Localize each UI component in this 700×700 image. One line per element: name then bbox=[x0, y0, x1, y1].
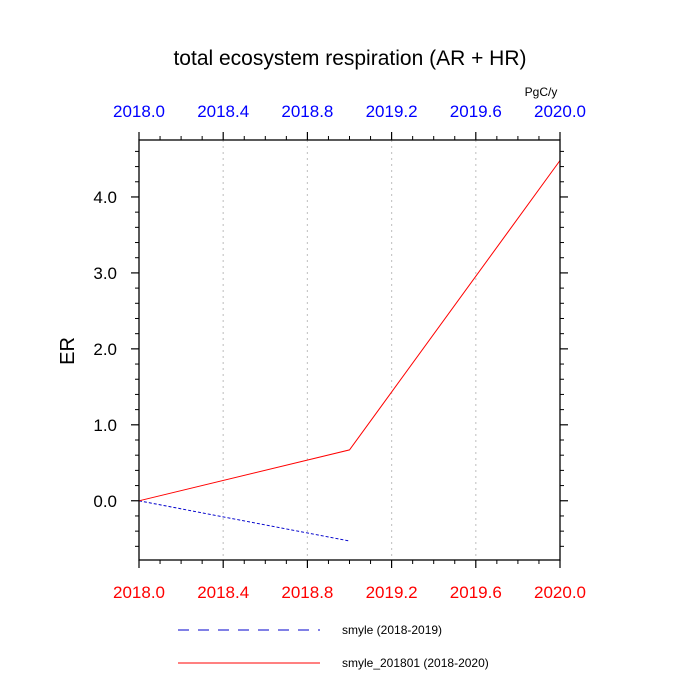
grid-lines bbox=[222, 140, 477, 560]
x-tick-label-top: 2018.8 bbox=[281, 102, 333, 121]
y-axis-label: ER bbox=[57, 337, 79, 365]
y-tick-label: 3.0 bbox=[93, 264, 117, 283]
legend-label-smyle-201801: smyle_201801 (2018-2020) bbox=[342, 656, 489, 670]
units-label: PgC/y bbox=[525, 85, 558, 99]
x-tick-label-bottom: 2019.6 bbox=[450, 583, 502, 602]
y-tick-label: 0.0 bbox=[93, 492, 117, 511]
legend-label-smyle: smyle (2018-2019) bbox=[342, 623, 442, 637]
x-tick-label-bottom: 2018.4 bbox=[197, 583, 249, 602]
x-tick-label-top: 2019.2 bbox=[366, 102, 418, 121]
x-tick-label-top: 2019.6 bbox=[450, 102, 502, 121]
x-tick-label-bottom: 2018.0 bbox=[113, 583, 165, 602]
y-tick-label: 1.0 bbox=[93, 416, 117, 435]
series-line-1 bbox=[138, 160, 561, 502]
y-tick-label: 4.0 bbox=[93, 188, 117, 207]
x-tick-label-bottom: 2019.2 bbox=[366, 583, 418, 602]
x-tick-label-bottom: 2018.8 bbox=[281, 583, 333, 602]
x-tick-label-bottom: 2020.0 bbox=[534, 583, 586, 602]
series-line-0 bbox=[138, 500, 350, 542]
tick-labels: 2018.0 2018.0 2018.4 2018.4 2018.8 2018.8 2019… bbox=[93, 102, 586, 602]
series-lines bbox=[138, 160, 561, 542]
y-tick-label: 2.0 bbox=[93, 340, 117, 359]
x-tick-label-top: 2018.0 bbox=[113, 102, 165, 121]
axis-ticks bbox=[131, 132, 568, 568]
x-tick-label-top: 2018.4 bbox=[197, 102, 249, 121]
legend: smyle (2018-2019) smyle_201801 (2018-202… bbox=[178, 623, 489, 670]
chart-title: total ecosystem respiration (AR + HR) bbox=[173, 47, 526, 70]
x-tick-label-top: 2020.0 bbox=[534, 102, 586, 121]
plot-frame bbox=[138, 139, 561, 561]
